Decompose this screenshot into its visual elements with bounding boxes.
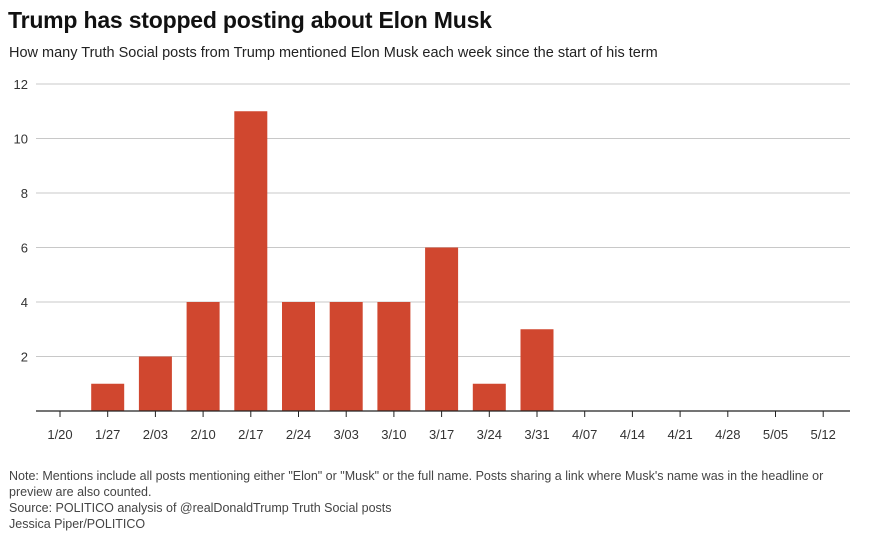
credit-line: Jessica Piper/POLITICO <box>9 517 146 531</box>
bar <box>425 247 459 411</box>
y-tick-label: 2 <box>21 350 28 365</box>
bars <box>91 111 554 411</box>
chart-subtitle: How many Truth Social posts from Trump m… <box>9 45 658 61</box>
x-tick-label: 2/17 <box>238 427 263 442</box>
y-tick-label: 6 <box>21 241 28 256</box>
x-tick-label: 3/17 <box>429 427 454 442</box>
x-tick-label: 3/24 <box>477 427 502 442</box>
bar <box>472 383 506 411</box>
bar <box>377 302 411 411</box>
chart-footer: Note: Mentions include all posts mention… <box>9 468 864 532</box>
y-tick-label: 10 <box>14 132 28 147</box>
y-tick-label: 8 <box>21 186 28 201</box>
x-tick-label: 4/07 <box>572 427 597 442</box>
x-tick-label: 1/20 <box>47 427 72 442</box>
y-axis-ticks: 2 4 6 8 10 12 <box>14 77 28 365</box>
bar <box>329 302 363 411</box>
source-line: Source: POLITICO analysis of @realDonald… <box>9 501 392 515</box>
x-tick-label: 4/28 <box>715 427 740 442</box>
x-tick-label: 1/27 <box>95 427 120 442</box>
x-tick-label: 3/31 <box>524 427 549 442</box>
x-axis: 1/20 1/27 2/03 2/10 2/17 2/24 3/03 3/10 3/17 3/24… <box>36 410 850 442</box>
x-tick-label: 3/10 <box>381 427 406 442</box>
chart-title: Trump has stopped posting about Elon Mus… <box>8 7 492 33</box>
bar <box>186 302 220 411</box>
x-tick-label: 2/10 <box>190 427 215 442</box>
x-tick-label: 5/05 <box>763 427 788 442</box>
footnote: Note: Mentions include all posts mention… <box>9 469 824 499</box>
x-tick-label: 5/12 <box>811 427 836 442</box>
x-tick-label: 4/14 <box>620 427 645 442</box>
bar <box>234 111 268 411</box>
bar <box>138 356 172 411</box>
x-tick-label: 2/24 <box>286 427 311 442</box>
y-tick-label: 12 <box>14 77 28 92</box>
y-tick-label: 4 <box>21 295 28 310</box>
bar <box>91 383 125 411</box>
x-tick-label: 2/03 <box>143 427 168 442</box>
x-tick-label: 3/03 <box>334 427 359 442</box>
bar <box>520 329 554 411</box>
bar <box>282 302 315 411</box>
x-tick-label: 4/21 <box>667 427 692 442</box>
bar-chart: 2 4 6 8 10 12 1/20 1/27 2/03 2/10 2/17 2/24 3/03 3/1… <box>14 77 850 442</box>
